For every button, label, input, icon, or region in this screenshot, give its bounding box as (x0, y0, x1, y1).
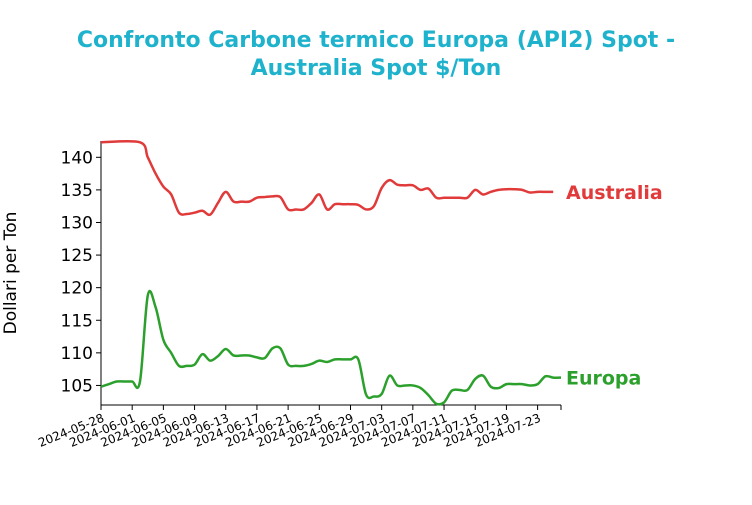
y-tick-label: 110 (61, 344, 93, 364)
y-tick-label: 135 (61, 181, 93, 201)
y-tick-label: 130 (61, 213, 93, 233)
axes (100, 141, 561, 406)
series-label-australia: Australia (566, 182, 663, 204)
x-axis-ticks: 2024-05-282024-06-012024-06-052024-06-09… (36, 405, 562, 450)
y-tick-label: 115 (61, 311, 93, 331)
y-axis-ticks: 105 110 115 120 125 130 135 140 (61, 148, 101, 396)
y-tick-label: 140 (61, 148, 93, 168)
series-line-europa (100, 289, 562, 406)
y-tick-label: 120 (61, 279, 93, 299)
chart-title-line-2: Australia Spot $/Ton (251, 56, 502, 81)
y-tick-label: 125 (61, 246, 93, 266)
series-label-europa: Europa (566, 368, 641, 390)
series-lines (100, 139, 562, 406)
chart-title-line-1: Confronto Carbone termico Europa (API2) … (77, 28, 675, 53)
y-axis-label: Dollari per Ton (1, 212, 21, 335)
series-line-australia (100, 139, 554, 217)
y-tick-label: 105 (61, 376, 93, 396)
series-labels: Australia Europa (566, 182, 663, 390)
